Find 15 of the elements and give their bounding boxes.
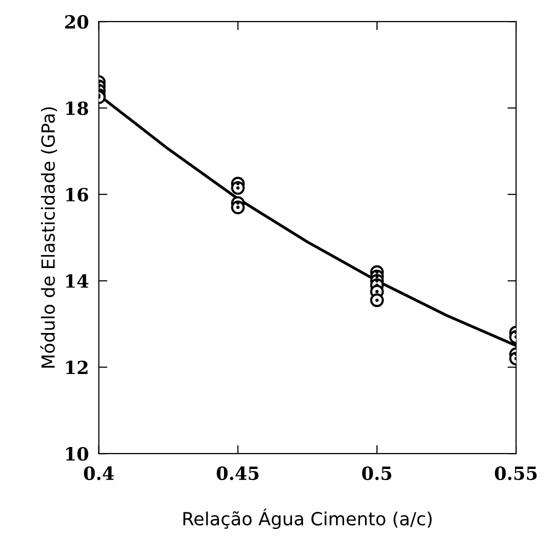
x-tick-label: 0.55 [494,466,537,480]
y-tick-label: 20 [65,15,88,29]
x-axis-title: Relação Água Cimento (a/c) [183,508,432,530]
x-tick-label: 0.4 [84,466,114,480]
y-tick-label: 18 [66,101,88,116]
y-tick-label: 16 [66,188,88,202]
y-tick-label: 12 [66,360,88,374]
point [231,200,245,214]
y-tick-label: 14 [66,274,88,288]
point [231,181,245,195]
y-axis-title: Módulo de Elasticidade (GPa) [40,107,58,368]
x-tick-label: 0.5 [362,466,392,480]
y-tick-label: 10 [66,447,88,461]
point [370,293,384,308]
x-tick-label: 0.45 [216,466,259,480]
